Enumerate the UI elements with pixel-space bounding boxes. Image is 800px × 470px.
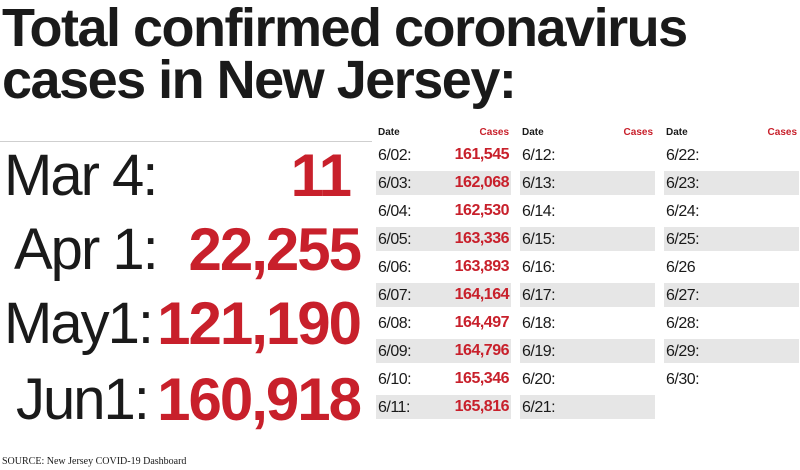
table-row: 6/15: — [520, 225, 655, 253]
column-header: Date Cases — [664, 124, 799, 141]
row-date: 6/14: — [522, 203, 556, 220]
table-row: 6/30: — [664, 365, 799, 393]
row-cases: 162,530 — [454, 202, 510, 219]
table-row: 6/20: — [520, 365, 655, 393]
table-row: 6/10: 165,346 — [376, 365, 511, 393]
milestone-row: Jun1: 160,918 — [0, 366, 362, 442]
row-cases: 162,068 — [454, 174, 510, 191]
table-row: 6/14: — [520, 197, 655, 225]
row-date: 6/22: — [666, 147, 700, 164]
milestone-date: Jun1: — [16, 367, 150, 432]
milestone-row: May1: 121,190 — [0, 290, 362, 366]
table-row: 6/07: 164,164 — [376, 281, 511, 309]
row-date: 6/03: — [378, 175, 412, 192]
milestone-value: 22,255 — [188, 216, 362, 283]
row-cases: 165,346 — [454, 370, 510, 387]
row-date: 6/20: — [522, 371, 556, 388]
title-line-2: cases in New Jersey: — [2, 50, 517, 110]
page-title: Total confirmed coronavirus cases in New… — [2, 0, 792, 110]
row-date: 6/16: — [522, 259, 556, 276]
table-row: 6/24: — [664, 197, 799, 225]
row-cases: 164,497 — [454, 314, 510, 331]
row-date: 6/09: — [378, 343, 412, 360]
table-row: 6/05: 163,336 — [376, 225, 511, 253]
row-date: 6/10: — [378, 371, 412, 388]
table-row: 6/13: — [520, 169, 655, 197]
row-cases: 164,796 — [454, 342, 510, 359]
header-date: Date — [522, 127, 544, 138]
milestone-row: Apr 1: 22,255 — [0, 216, 362, 292]
row-cases: 163,336 — [454, 230, 510, 247]
milestone-date: Mar 4: — [4, 143, 158, 208]
divider — [0, 141, 372, 142]
row-date: 6/27: — [666, 287, 700, 304]
row-date: 6/06: — [378, 259, 412, 276]
row-cases: 164,164 — [454, 286, 510, 303]
milestone-date: Apr 1: — [14, 217, 159, 282]
row-date: 6/11: — [378, 399, 410, 416]
column-header: Date Cases — [376, 124, 511, 141]
milestone-panel: Mar 4: 11 Apr 1: 22,255 May1: 121,190 Ju… — [0, 142, 372, 442]
milestone-row: Mar 4: 11 — [0, 144, 360, 218]
row-date: 6/25: — [666, 231, 700, 248]
row-date: 6/26 — [666, 259, 696, 276]
row-date: 6/18: — [522, 315, 556, 332]
header-cases: Cases — [767, 127, 797, 138]
table-row: 6/16: — [520, 253, 655, 281]
table-column-2: Date Cases 6/12: 6/13: 6/14: 6/15: 6/16: 6/17: 6… — [520, 124, 655, 421]
row-cases: 161,545 — [454, 146, 510, 163]
table-row: 6/02: 161,545 — [376, 141, 511, 169]
milestone-value: 121,190 — [157, 290, 362, 357]
row-cases: 165,816 — [454, 398, 510, 415]
table-row: 6/21: — [520, 393, 655, 421]
table-row: 6/08: 164,497 — [376, 309, 511, 337]
row-date: 6/21: — [522, 399, 556, 416]
row-date: 6/08: — [378, 315, 412, 332]
milestone-value: 11 — [290, 142, 352, 209]
table-column-3: Date Cases 6/22: 6/23: 6/24: 6/25: 6/26 6/27: 6/… — [664, 124, 799, 393]
header-date: Date — [378, 127, 400, 138]
header-cases: Cases — [479, 127, 509, 138]
milestone-date: May1: — [4, 291, 154, 356]
table-row: 6/04: 162,530 — [376, 197, 511, 225]
row-date: 6/04: — [378, 203, 412, 220]
source-note: SOURCE: New Jersey COVID-19 Dashboard — [2, 456, 187, 467]
header-date: Date — [666, 127, 688, 138]
row-date: 6/30: — [666, 371, 700, 388]
title-line-1: Total confirmed coronavirus — [2, 0, 688, 58]
row-date: 6/12: — [522, 147, 556, 164]
table-row: 6/29: — [664, 337, 799, 365]
table-row: 6/22: — [664, 141, 799, 169]
row-date: 6/24: — [666, 203, 700, 220]
row-date: 6/23: — [666, 175, 700, 192]
table-row: 6/19: — [520, 337, 655, 365]
row-date: 6/29: — [666, 343, 700, 360]
table-row: 6/09: 164,796 — [376, 337, 511, 365]
table-row: 6/17: — [520, 281, 655, 309]
column-header: Date Cases — [520, 124, 655, 141]
row-date: 6/07: — [378, 287, 412, 304]
row-date: 6/15: — [522, 231, 556, 248]
table-row: 6/03: 162,068 — [376, 169, 511, 197]
table-row: 6/06: 163,893 — [376, 253, 511, 281]
table-row: 6/27: — [664, 281, 799, 309]
table-row: 6/25: — [664, 225, 799, 253]
row-date: 6/13: — [522, 175, 556, 192]
table-row: 6/18: — [520, 309, 655, 337]
table-column-1: Date Cases 6/02: 161,545 6/03: 162,068 6/04: 16… — [376, 124, 511, 421]
table-row: 6/11: 165,816 — [376, 393, 511, 421]
row-cases: 163,893 — [454, 258, 510, 275]
header-cases: Cases — [623, 127, 653, 138]
table-row: 6/23: — [664, 169, 799, 197]
row-date: 6/19: — [522, 343, 556, 360]
milestone-value: 160,918 — [157, 366, 362, 433]
row-date: 6/28: — [666, 315, 700, 332]
table-row: 6/26 — [664, 253, 799, 281]
row-date: 6/02: — [378, 147, 412, 164]
table-row: 6/12: — [520, 141, 655, 169]
row-date: 6/17: — [522, 287, 556, 304]
row-date: 6/05: — [378, 231, 412, 248]
table-row: 6/28: — [664, 309, 799, 337]
